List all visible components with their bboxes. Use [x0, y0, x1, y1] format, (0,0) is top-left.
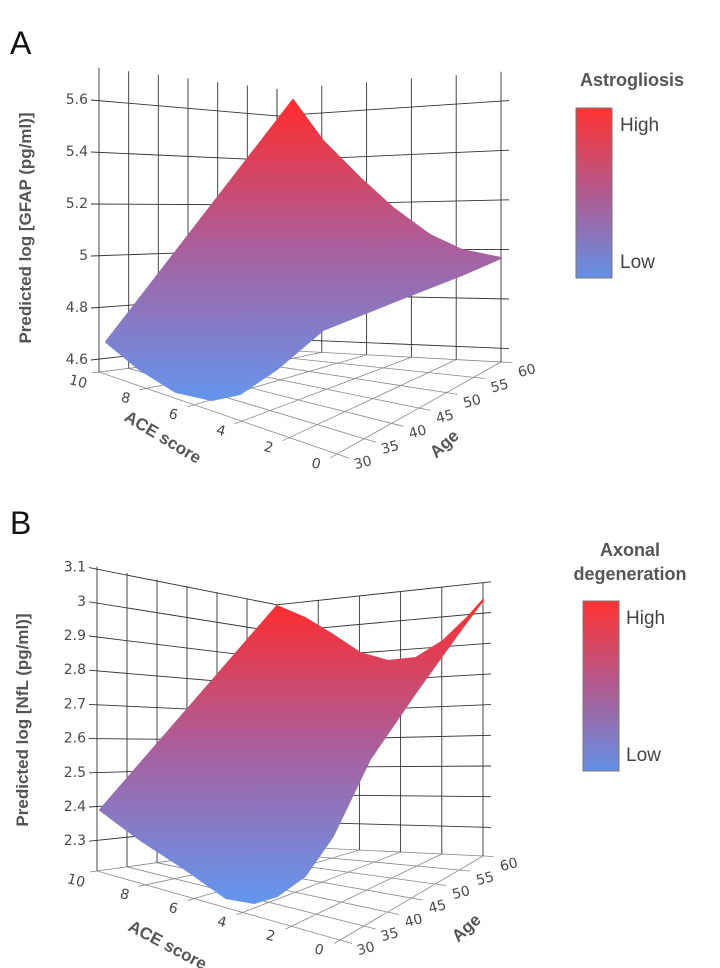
- z-tick-label: 5: [79, 248, 88, 264]
- y-tick-label: 30: [355, 939, 376, 959]
- floor-gridline-age: [98, 371, 350, 459]
- x-tick-label: 4: [215, 914, 228, 932]
- wall-gridline-z: [90, 151, 278, 161]
- x-tick-label: 2: [262, 439, 275, 457]
- z-tick-label: 4.8: [66, 300, 88, 316]
- y-tick-label: 40: [403, 911, 424, 931]
- floor-gridline-ace: [282, 359, 457, 442]
- z-tick-label: 2.9: [64, 628, 86, 644]
- y-tick-label: 60: [498, 855, 519, 875]
- y-axis-title: Age: [426, 426, 463, 462]
- floor-gridline-ace: [285, 853, 442, 930]
- y-tick-label: 30: [352, 453, 373, 473]
- colorbar: Astrogliosis High Low: [575, 70, 684, 279]
- x-tick-label: 6: [167, 406, 180, 424]
- x-tick-label: 10: [67, 372, 88, 392]
- panel-label: A: [10, 25, 32, 61]
- colorbar-title-line1: Axonal: [600, 540, 660, 560]
- colorbar-gradient: [582, 600, 620, 772]
- colorbar-low-label: Low: [626, 745, 661, 766]
- floor-gridline-ace: [330, 361, 502, 459]
- colorbar-high-label: High: [620, 115, 659, 136]
- floor-gridline-ace: [334, 855, 484, 944]
- z-tick-label: 3.1: [64, 560, 86, 576]
- floor-gridline-age: [96, 870, 353, 944]
- y-tick-label: 35: [379, 925, 400, 945]
- z-tick-label: 2.7: [64, 696, 86, 712]
- wall-gridline-z: [88, 567, 278, 606]
- y-tick-label: 50: [451, 883, 472, 903]
- colorbar-title-line2: degeneration: [573, 564, 686, 584]
- floor-gridline-ace: [234, 356, 412, 425]
- z-tick-label: 3: [77, 594, 86, 610]
- colorbar-low-label: Low: [620, 252, 655, 273]
- x-tick-label: 8: [118, 886, 131, 904]
- y-axis-title: Age: [448, 910, 485, 946]
- y-tick-label: 60: [516, 361, 537, 381]
- z-tick-label: 5.4: [66, 144, 88, 160]
- colorbar: Axonal degeneration High Low: [573, 540, 687, 772]
- z-axis-title: Predicted log [GFAP (pg/ml)]: [16, 112, 35, 343]
- z-tick-label: 4.6: [66, 352, 88, 368]
- x-tick-label: 0: [310, 455, 323, 473]
- colorbar-gradient: [575, 107, 613, 279]
- x-tick-label: 8: [119, 390, 132, 408]
- wall-gridline-z: [276, 338, 510, 350]
- wall-gridline-z: [276, 100, 510, 117]
- z-tick-label: 2.5: [64, 765, 86, 781]
- x-axis-title: ACE score: [125, 917, 210, 968]
- x-tick-label: 10: [65, 871, 86, 891]
- surface-plot: 4.6 4.8 5 5.2 5.4 5.6 10 8 6 4 2 0 30 35 40 45 50 55 60: [66, 67, 538, 473]
- z-tick-label: 2.3: [64, 833, 86, 849]
- x-axis-title: ACE score: [121, 407, 204, 468]
- z-tick-label: 2.8: [64, 662, 86, 678]
- x-tick-label: 4: [214, 422, 227, 440]
- panel-label: B: [10, 505, 31, 541]
- floor-gridline-age: [276, 349, 513, 363]
- z-tick-label: 5.6: [66, 92, 88, 108]
- y-tick-label: 40: [407, 422, 428, 442]
- x-tick-label: 0: [313, 941, 326, 959]
- colorbar-high-label: High: [626, 608, 665, 629]
- floor-gridline-ace: [236, 851, 401, 916]
- y-tick-label: 35: [380, 438, 401, 458]
- y-tick-label: 55: [474, 869, 495, 889]
- x-tick-label: 6: [167, 900, 180, 918]
- z-tick-label: 2.4: [64, 799, 86, 815]
- wall-gridline-z: [90, 99, 278, 117]
- z-tick-label: 5.2: [66, 196, 88, 212]
- panel-b: B 2.3 2.4 2.5 2.6 2.7 2.8 2.9 3 3.1 10 8 6 4 2 0 303540…: [10, 505, 687, 968]
- y-tick-label: 45: [434, 407, 455, 427]
- y-tick-label: 45: [427, 897, 448, 917]
- colorbar-title: Astrogliosis: [580, 70, 684, 90]
- response-surface: [99, 599, 484, 904]
- z-axis-title: Predicted log [NfL (pg/ml)]: [13, 613, 32, 826]
- wall-gridline-z: [88, 601, 278, 633]
- x-tick-label: 2: [264, 927, 277, 945]
- y-tick-label: 55: [489, 376, 510, 396]
- z-tick-label: 2.6: [64, 731, 86, 747]
- wall-gridline-z: [276, 581, 492, 606]
- surface-plot: 2.3 2.4 2.5 2.6 2.7 2.8 2.9 3 3.1 10 8 6 4 2 0 30354045…: [64, 560, 520, 960]
- y-tick-label: 50: [462, 392, 483, 412]
- response-surface: [105, 99, 502, 401]
